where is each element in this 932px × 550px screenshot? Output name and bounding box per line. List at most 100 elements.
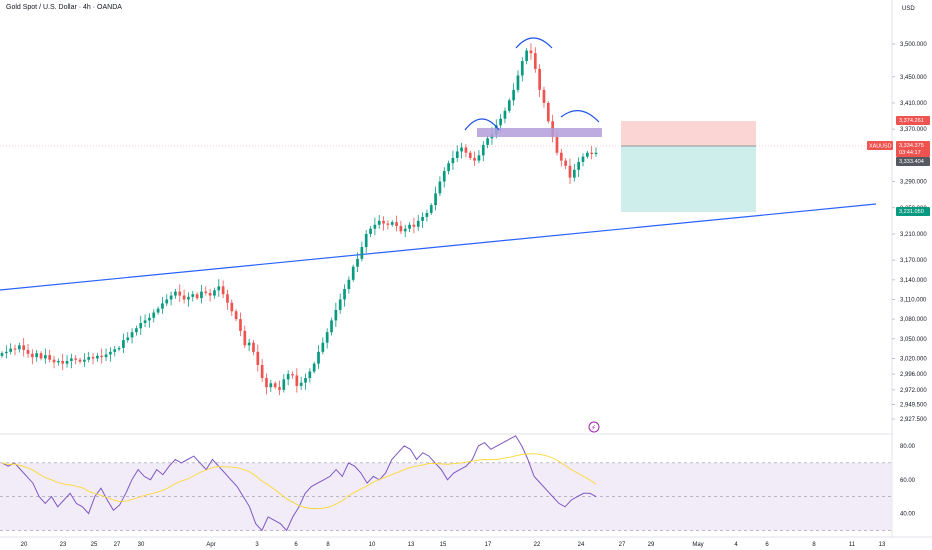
stop-loss-label: 3,374.261 [896, 116, 930, 125]
candle-body [382, 220, 385, 224]
rsi-tick-label: 80.00 [900, 444, 916, 450]
candle-body [395, 222, 398, 227]
time-tick-label: 29 [648, 542, 655, 548]
candle-body [48, 355, 52, 360]
time-tick-label: 3 [255, 542, 259, 548]
candle-body [546, 102, 550, 122]
candle-body [572, 169, 576, 178]
time-axis: 20 23 25 27 30 Apr 3 6 8 10 13 15 17 22 24 27 29 May 4 6 8 11… [21, 542, 886, 548]
pattern-annotations: ⚡ [464, 37, 602, 433]
time-tick-label: Apr [206, 542, 215, 548]
candle-body [455, 151, 459, 158]
candle-body [260, 364, 264, 379]
candle-body [91, 357, 95, 359]
candle-body [13, 348, 17, 350]
symbol-tag-bg [867, 141, 893, 150]
candle-body [265, 378, 268, 388]
price-tick-label: 3,110.000 [900, 297, 927, 303]
trendline-layer [0, 203, 877, 291]
candle-body [564, 160, 567, 166]
candle-body [499, 118, 502, 126]
current-price-label-text: 3,333.404 [899, 159, 924, 165]
candle-body [507, 100, 511, 111]
candle-body [356, 258, 359, 267]
candle-body [70, 358, 73, 362]
position-tool [621, 121, 756, 212]
price-tick-label: 3,020.000 [900, 356, 927, 362]
candle-body [473, 157, 476, 161]
stop-loss-label-bg [896, 116, 930, 125]
candle-body [321, 342, 325, 352]
stop-loss-zone [621, 121, 756, 146]
candle-body [234, 311, 238, 320]
candle-body [135, 328, 138, 333]
rsi-ma-line [1, 453, 597, 510]
candle-body [351, 266, 355, 280]
candle-body [126, 337, 130, 341]
candlesticks [0, 43, 598, 396]
current-price-label-bg [896, 157, 930, 166]
candle-body [559, 152, 563, 161]
candle-body [0, 353, 4, 356]
time-tick-label: 30 [138, 542, 145, 548]
right-shoulder-arc [560, 110, 600, 123]
candle-body [516, 75, 520, 90]
candle-body [464, 147, 468, 153]
candle-body [130, 332, 134, 338]
time-tick-label: 17 [485, 542, 492, 548]
candle-body [156, 308, 160, 313]
currency-label: USD [902, 6, 915, 12]
candle-body [213, 290, 216, 296]
candle-body [468, 152, 472, 158]
candle-body [87, 357, 91, 360]
candle-body [100, 355, 104, 358]
candle-body [148, 317, 151, 321]
candle-body [377, 220, 381, 225]
price-tick-label: 3,050.000 [900, 337, 927, 343]
candle-body [256, 351, 260, 365]
price-tick-label: 3,140.000 [900, 278, 927, 284]
candle-body [273, 383, 277, 388]
time-tick-label: 25 [91, 542, 98, 548]
candle-body [373, 224, 377, 229]
candle-body [174, 291, 177, 296]
candle-body [421, 216, 424, 221]
candle-body [78, 359, 82, 362]
candle-body [217, 286, 221, 291]
candle-body [226, 294, 229, 303]
candle-body [408, 224, 411, 229]
time-tick-label: 11 [849, 542, 856, 548]
candle-body [434, 193, 437, 206]
candle-body [429, 205, 433, 213]
candle-body [57, 361, 60, 363]
candle-body [317, 351, 320, 364]
candle-body [169, 295, 173, 300]
grid-lines [0, 0, 932, 538]
price-tick-label: 3,450.000 [900, 75, 927, 81]
candle-body [442, 171, 446, 182]
candle-body [538, 68, 541, 90]
candle-body [286, 374, 290, 380]
candle-body [208, 292, 212, 296]
candle-body [594, 152, 598, 155]
candle-body [360, 247, 364, 259]
last-price-label-text: 3,334.375 [899, 143, 924, 149]
time-tick-label: 24 [578, 542, 585, 548]
rsi-line [1, 435, 597, 532]
time-tick-label: 27 [619, 542, 626, 548]
candle-body [200, 291, 203, 299]
candle-body [325, 332, 329, 343]
candle-body [438, 181, 442, 194]
price-tick-label: 2,996.000 [900, 372, 927, 378]
time-tick-label: 6 [294, 542, 298, 548]
head-arc [515, 37, 553, 49]
candle-body [221, 286, 225, 295]
candle-body [330, 320, 333, 333]
symbol-tag-text: XAUUSD [869, 144, 892, 150]
candle-body [334, 309, 338, 321]
ascending-trendline [0, 203, 877, 291]
price-tick-label: 3,290.000 [900, 180, 927, 186]
candle-body [252, 342, 255, 352]
